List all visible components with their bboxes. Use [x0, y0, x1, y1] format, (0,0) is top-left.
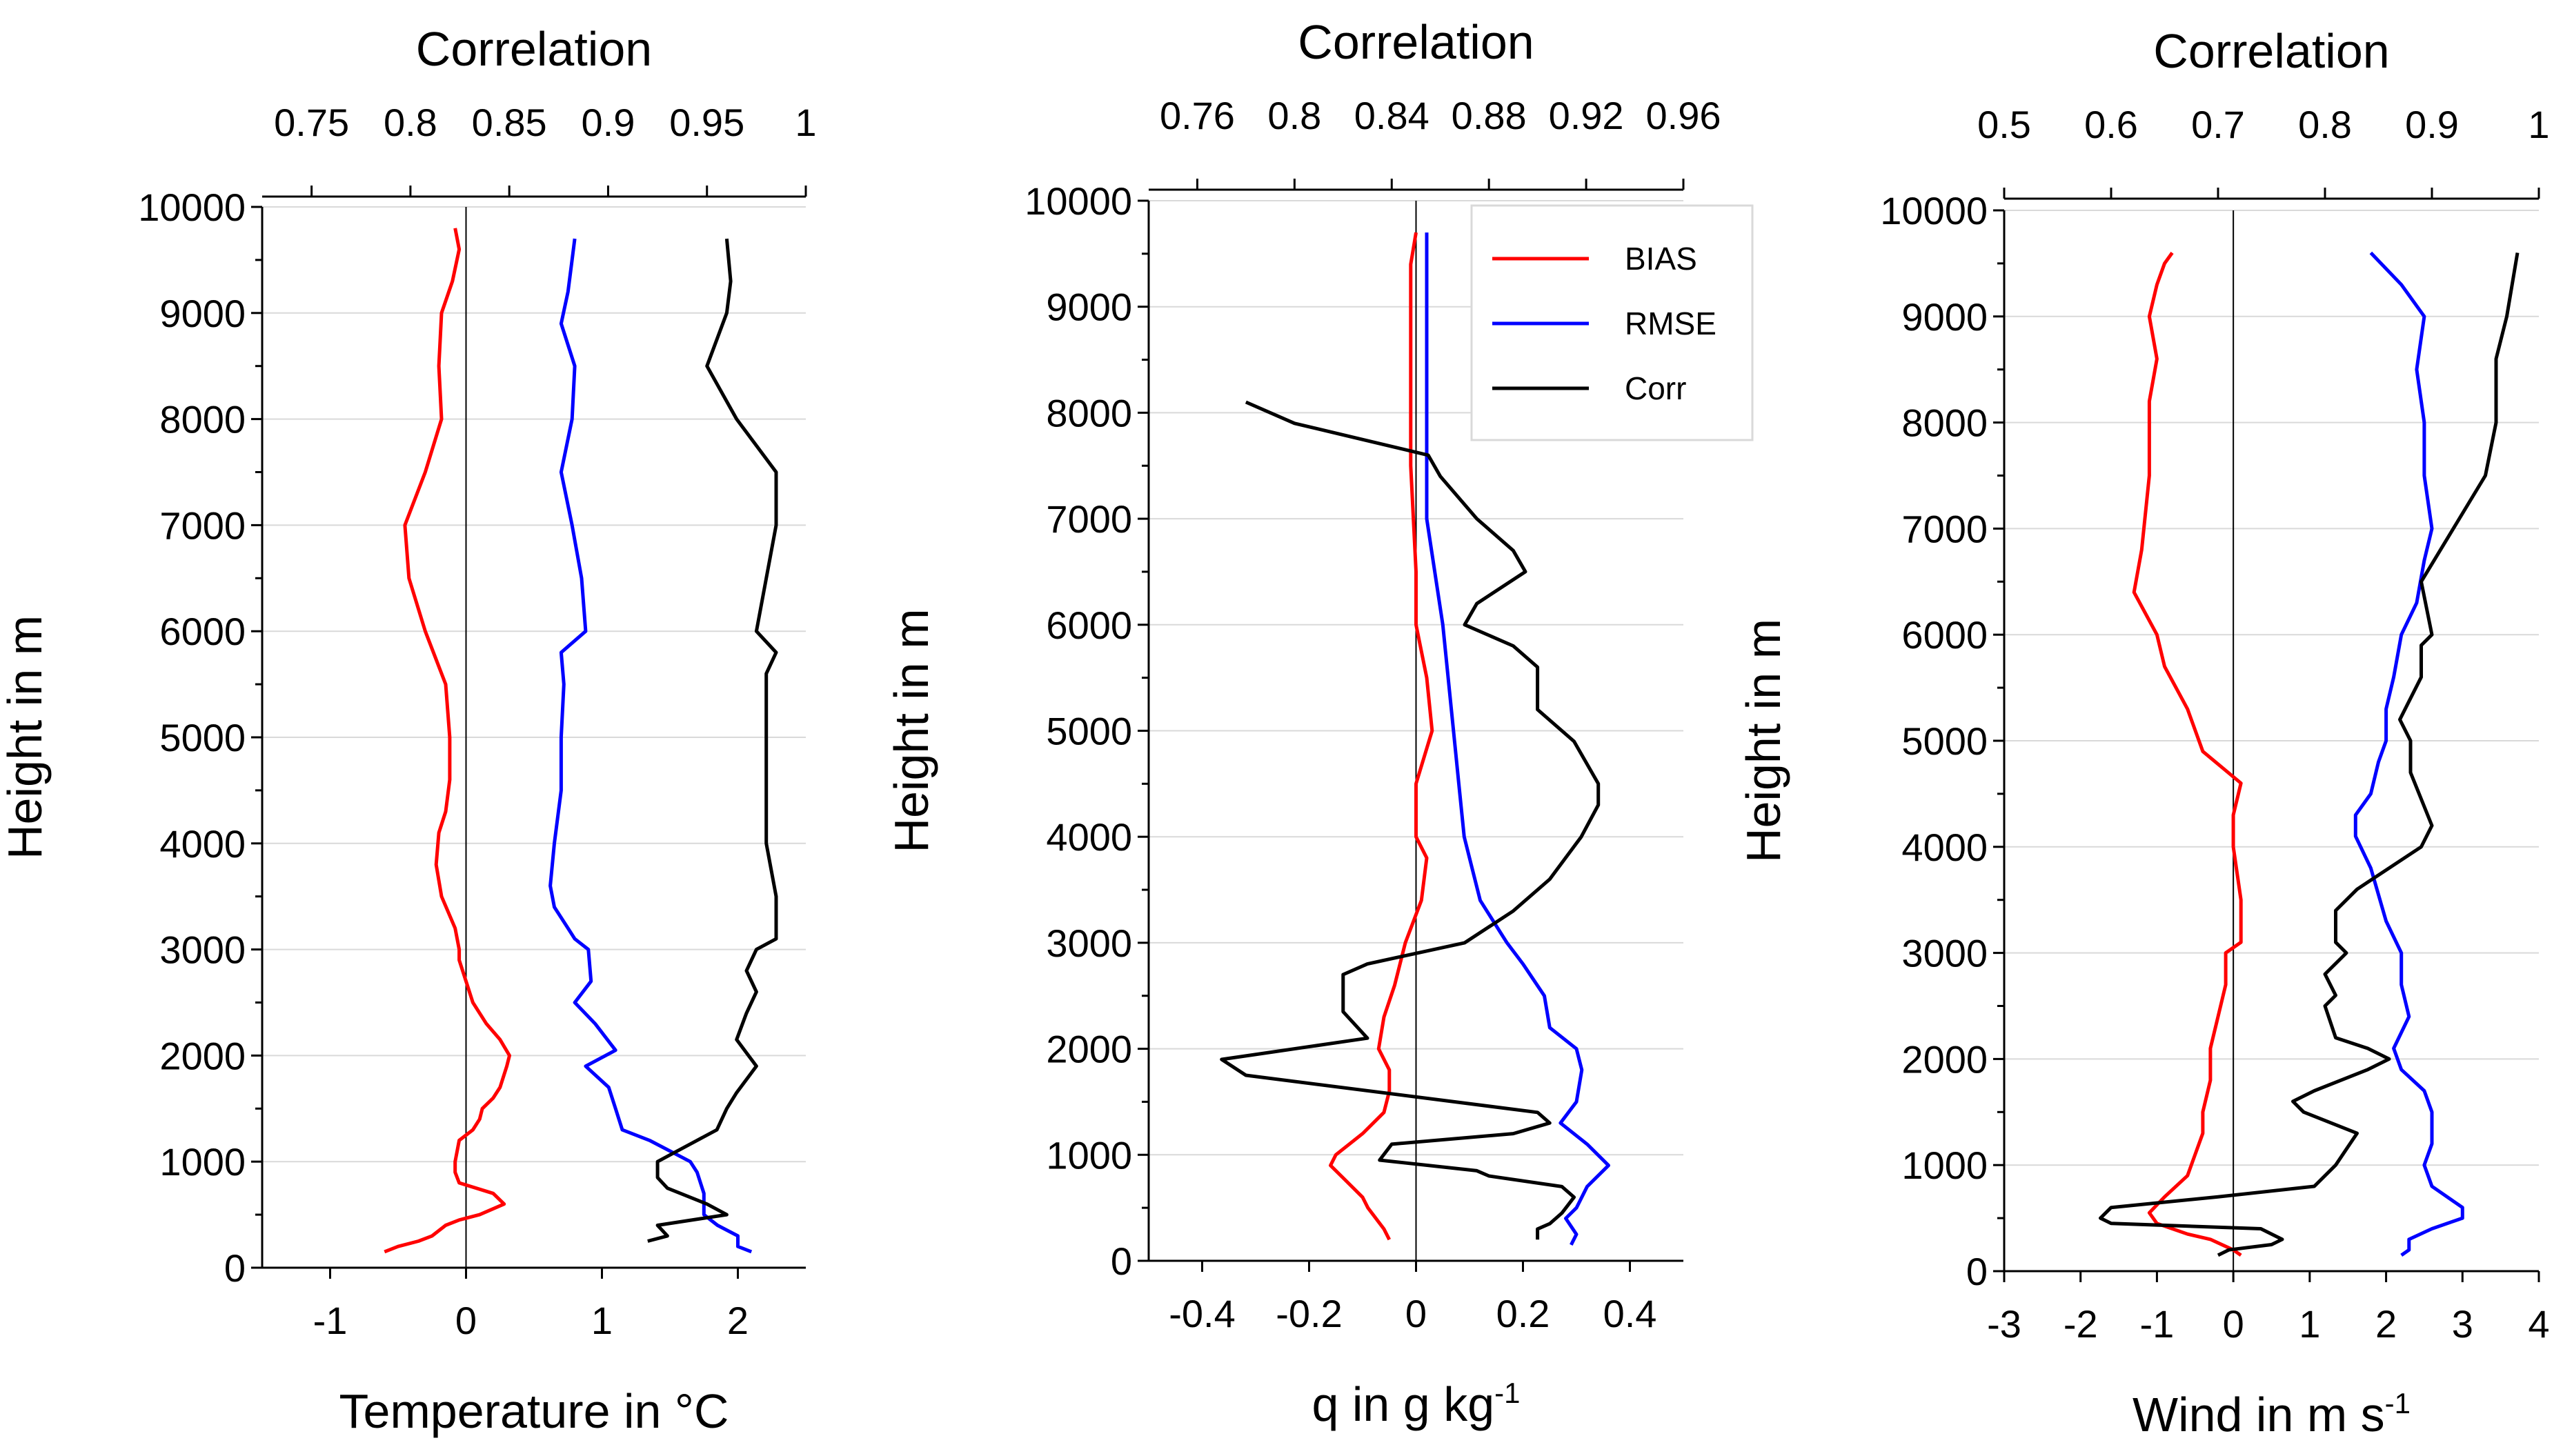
- x-tick-label-1: -1: [2140, 1302, 2175, 1346]
- series-bias-line: [2132, 252, 2243, 1257]
- humidity-panel: 0 1000 2000 3000 4000 5000 6000 7000 8000 9000 100…: [884, 15, 1721, 1431]
- y-tick-label-9000: 9000: [1901, 295, 1988, 339]
- x-axis-title-superscript: -1: [2385, 1387, 2411, 1419]
- y-axis-title: Height in m: [0, 615, 52, 859]
- series-bias-line: [384, 228, 511, 1254]
- series-corr-line: [1220, 400, 1601, 1240]
- x-tick-label-0: 0: [2223, 1302, 2244, 1346]
- top-tick-label-0-85: 0.85: [472, 101, 547, 144]
- x-axis-title-superscript: -1: [1494, 1377, 1520, 1409]
- y-tick-label-5000: 5000: [1901, 719, 1988, 763]
- y-tick-label-6000: 6000: [1901, 613, 1988, 657]
- y-tick-label-7000: 7000: [1901, 507, 1988, 550]
- x-axis-title: q in g kg-1: [1312, 1377, 1521, 1431]
- x-tick-label-3: -3: [1987, 1302, 2021, 1346]
- top-tick-label-0-6: 0.6: [2084, 103, 2138, 146]
- top-tick-label-0-9: 0.9: [582, 101, 635, 144]
- y-tick-label-2000: 2000: [159, 1034, 246, 1077]
- top-tick-label-0-75: 0.75: [274, 101, 349, 144]
- series-rmse-line: [1425, 232, 1610, 1246]
- x-tick-label-0: 0: [455, 1299, 477, 1342]
- y-tick-label-9000: 9000: [1046, 286, 1132, 329]
- y-tick-label-0: 0: [1966, 1250, 1988, 1293]
- y-tick-label-6000: 6000: [159, 610, 246, 653]
- y-tick-label-8000: 8000: [1901, 401, 1988, 445]
- y-tick-label-4000: 4000: [1901, 826, 1988, 869]
- top-tick-label-0-8: 0.8: [384, 101, 437, 144]
- series-bias-line: [1329, 232, 1434, 1241]
- top-tick-label-0-84: 0.84: [1354, 94, 1429, 137]
- top-tick-label-0-8: 0.8: [2298, 103, 2352, 146]
- y-axis-title: Height in m: [884, 608, 938, 852]
- y-tick-label-4000: 4000: [159, 822, 246, 866]
- x-tick-label-3: 3: [2452, 1302, 2473, 1346]
- series-rmse-line: [548, 238, 753, 1254]
- x-axis-title-text: q in g kg: [1312, 1377, 1495, 1431]
- x-tick-label-0-4: -0.4: [1169, 1292, 1236, 1335]
- top-axis-title: Correlation: [416, 22, 652, 76]
- top-tick-label-0-76: 0.76: [1160, 94, 1235, 137]
- y-tick-label-8000: 8000: [159, 398, 246, 441]
- y-tick-label-1000: 1000: [159, 1140, 246, 1184]
- legend-label-rmse: RMSE: [1625, 306, 1716, 341]
- x-tick-label-1: 1: [2299, 1302, 2320, 1346]
- x-axis-title-text: Wind in m s: [2132, 1388, 2385, 1442]
- top-tick-label-0-5: 0.5: [1977, 103, 2031, 146]
- x-tick-label-4: 4: [2528, 1302, 2549, 1346]
- top-tick-label-1: 1: [2528, 103, 2549, 146]
- legend-label-corr: Corr: [1625, 370, 1686, 406]
- series-rmse-line: [2353, 251, 2464, 1257]
- x-tick-label-0: 0: [1405, 1292, 1427, 1335]
- x-tick-label-0-2: -0.2: [1276, 1292, 1343, 1335]
- top-tick-label-0-95: 0.95: [669, 101, 744, 144]
- wind-panel: 0100020003000400050006000700080009000100…: [1736, 24, 2550, 1442]
- x-tick-label-2: -2: [2064, 1302, 2098, 1346]
- top-tick-label-0-8: 0.8: [1267, 94, 1321, 137]
- y-tick-label-3000: 3000: [159, 928, 246, 972]
- temperature-panel: 0100020003000400050006000700080009000100…: [0, 22, 817, 1438]
- x-tick-label-1: 1: [591, 1299, 613, 1342]
- y-tick-label-7000: 7000: [159, 503, 246, 547]
- top-tick-label-0-88: 0.88: [1452, 94, 1527, 137]
- y-tick-label-2000: 2000: [1046, 1028, 1132, 1071]
- y-tick-label-10000: 10000: [1880, 189, 1988, 232]
- x-axis-title-text: Temperature in °C: [339, 1384, 729, 1438]
- y-tick-label-6000: 6000: [1046, 604, 1132, 647]
- top-tick-label-0-96: 0.96: [1646, 94, 1721, 137]
- x-axis-title: Temperature in °C: [339, 1384, 729, 1438]
- y-tick-label-3000: 3000: [1901, 932, 1988, 975]
- y-tick-label-8000: 8000: [1046, 391, 1132, 435]
- y-tick-label-1000: 1000: [1046, 1133, 1132, 1177]
- y-tick-label-0: 0: [1111, 1239, 1132, 1283]
- x-axis-title: Wind in m s-1: [2132, 1387, 2411, 1442]
- y-tick-label-3000: 3000: [1046, 921, 1132, 965]
- y-tick-label-10000: 10000: [138, 186, 246, 229]
- y-tick-label-5000: 5000: [1046, 710, 1132, 753]
- series-corr-line: [647, 238, 778, 1243]
- series-corr-line: [2099, 252, 2520, 1257]
- y-tick-label-9000: 9000: [159, 292, 246, 335]
- top-tick-label-1: 1: [795, 101, 816, 144]
- y-tick-label-2000: 2000: [1901, 1037, 1988, 1081]
- top-axis-title: Correlation: [1298, 15, 1534, 69]
- y-tick-label-0: 0: [224, 1246, 246, 1290]
- top-tick-label-0-92: 0.92: [1549, 94, 1624, 137]
- y-tick-label-1000: 1000: [1901, 1144, 1988, 1187]
- y-axis-title: Height in m: [1736, 619, 1790, 863]
- legend: BIAS RMSE Corr: [1470, 204, 1754, 441]
- x-tick-label-1: -1: [313, 1299, 348, 1342]
- x-tick-label-0-2: 0.2: [1496, 1292, 1550, 1335]
- y-tick-label-7000: 7000: [1046, 497, 1132, 541]
- top-tick-label-0-7: 0.7: [2191, 103, 2245, 146]
- x-tick-label-2: 2: [727, 1299, 749, 1342]
- top-tick-label-0-9: 0.9: [2405, 103, 2459, 146]
- x-tick-label-2: 2: [2375, 1302, 2397, 1346]
- legend-label-bias: BIAS: [1625, 241, 1697, 277]
- y-tick-label-10000: 10000: [1025, 179, 1132, 223]
- y-tick-label-4000: 4000: [1046, 815, 1132, 859]
- top-axis-title: Correlation: [2153, 24, 2389, 78]
- x-tick-label-0-4: 0.4: [1603, 1292, 1657, 1335]
- y-tick-label-5000: 5000: [159, 716, 246, 759]
